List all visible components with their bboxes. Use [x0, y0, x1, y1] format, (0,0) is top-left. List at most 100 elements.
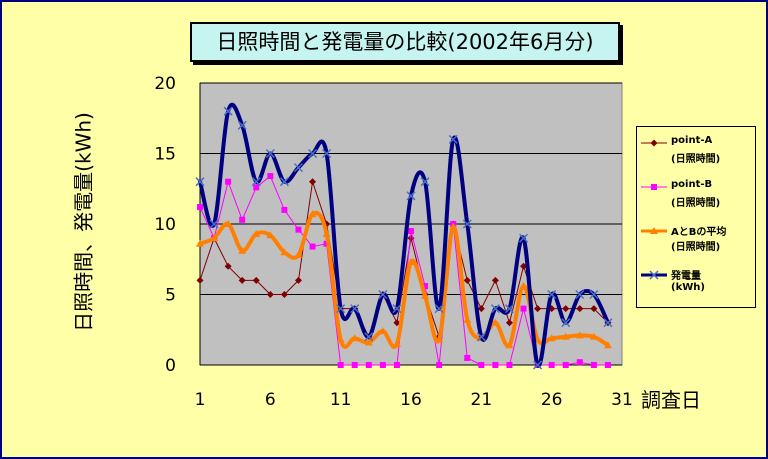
data-point	[463, 315, 472, 323]
legend-sublabel: (日照時間)	[671, 198, 721, 209]
data-point	[547, 289, 557, 300]
data-point	[464, 354, 471, 361]
y-tick-label: 15	[154, 145, 176, 165]
data-point	[378, 289, 388, 300]
data-point	[337, 362, 344, 368]
data-point	[336, 335, 345, 343]
data-point	[504, 304, 514, 314]
data-point	[350, 304, 360, 314]
data-point	[336, 304, 346, 314]
chart-title: 日照時間と発電量の比較(2002年6月分)	[190, 22, 620, 62]
data-point	[238, 246, 247, 254]
data-point	[252, 276, 260, 284]
data-point	[462, 219, 472, 229]
data-point	[561, 332, 570, 340]
data-point	[407, 258, 415, 266]
data-point	[224, 262, 232, 270]
data-point	[590, 362, 597, 368]
data-point	[281, 206, 288, 213]
data-point	[253, 184, 260, 191]
data-point	[280, 291, 288, 298]
legend-sublabel: (日照時間)	[671, 242, 721, 253]
data-point	[408, 228, 414, 235]
series-2	[196, 210, 612, 349]
legend-marker	[649, 270, 659, 280]
data-point	[238, 276, 246, 284]
data-point	[195, 177, 205, 187]
data-point	[435, 335, 444, 343]
data-point	[589, 332, 598, 340]
data-point	[364, 338, 373, 346]
data-point	[576, 359, 583, 366]
data-point	[309, 243, 316, 250]
data-point	[365, 362, 372, 368]
data-point	[519, 233, 529, 243]
series-group	[195, 102, 613, 370]
data-point	[562, 362, 569, 368]
legend: point-A (日照時間) point-B (日照時間) AとBの平均 (日照時間) 発電…	[636, 126, 756, 308]
data-point	[420, 177, 430, 187]
data-point	[252, 229, 261, 237]
data-point	[364, 332, 374, 342]
data-point	[294, 251, 303, 259]
legend-sublabel: (kWh)	[671, 282, 705, 293]
data-point	[392, 339, 401, 347]
data-point	[224, 220, 233, 227]
data-point	[350, 334, 359, 342]
data-point	[351, 362, 358, 368]
y-tick-label: 0	[165, 356, 176, 376]
data-point	[197, 204, 203, 211]
data-point	[547, 334, 556, 342]
data-point	[293, 163, 303, 173]
legend-symbol	[641, 184, 667, 190]
data-point	[505, 319, 513, 327]
data-point	[575, 331, 584, 339]
data-point	[280, 248, 289, 256]
data-point	[251, 177, 261, 187]
y-tick-label: 10	[154, 215, 176, 235]
legend-marker	[650, 139, 658, 147]
data-point	[576, 305, 584, 313]
data-point	[210, 234, 219, 242]
data-point	[309, 178, 317, 186]
data-point	[436, 362, 443, 368]
data-point	[237, 120, 247, 130]
data-point	[393, 362, 400, 368]
data-point	[196, 239, 204, 247]
legend-label: 発電量	[671, 271, 701, 282]
data-point	[266, 291, 274, 298]
data-point	[294, 276, 302, 284]
data-point	[209, 219, 219, 229]
data-point	[561, 318, 571, 328]
data-point	[590, 305, 598, 313]
data-point	[534, 305, 542, 313]
data-point	[477, 305, 485, 313]
data-point	[434, 304, 444, 314]
legend-label: point-B	[671, 179, 713, 190]
legend-item: point-A (日照時間)	[639, 135, 755, 175]
data-point	[506, 362, 513, 368]
legend-item: AとBの平均 (日照時間)	[639, 223, 755, 263]
legend-label: point-A	[671, 135, 713, 146]
legend-marker	[651, 184, 657, 190]
data-point	[378, 327, 387, 335]
data-point	[463, 276, 471, 284]
x-tick-label: 11	[330, 390, 352, 410]
data-point	[562, 305, 570, 313]
data-point	[379, 362, 386, 368]
legend-symbol	[641, 270, 667, 280]
x-tick-label: 26	[541, 390, 563, 410]
x-tick-label: 6	[265, 390, 276, 410]
data-point	[223, 106, 233, 116]
x-tick-label: 16	[400, 390, 422, 410]
data-point	[322, 229, 331, 237]
data-point	[406, 191, 416, 201]
data-point	[421, 291, 430, 299]
data-point	[575, 289, 585, 300]
series-3	[195, 102, 613, 370]
legend-item: 発電量 (kWh)	[639, 267, 755, 307]
legend-label: AとBの平均	[671, 227, 727, 238]
data-point	[308, 210, 317, 218]
data-point	[519, 282, 528, 290]
